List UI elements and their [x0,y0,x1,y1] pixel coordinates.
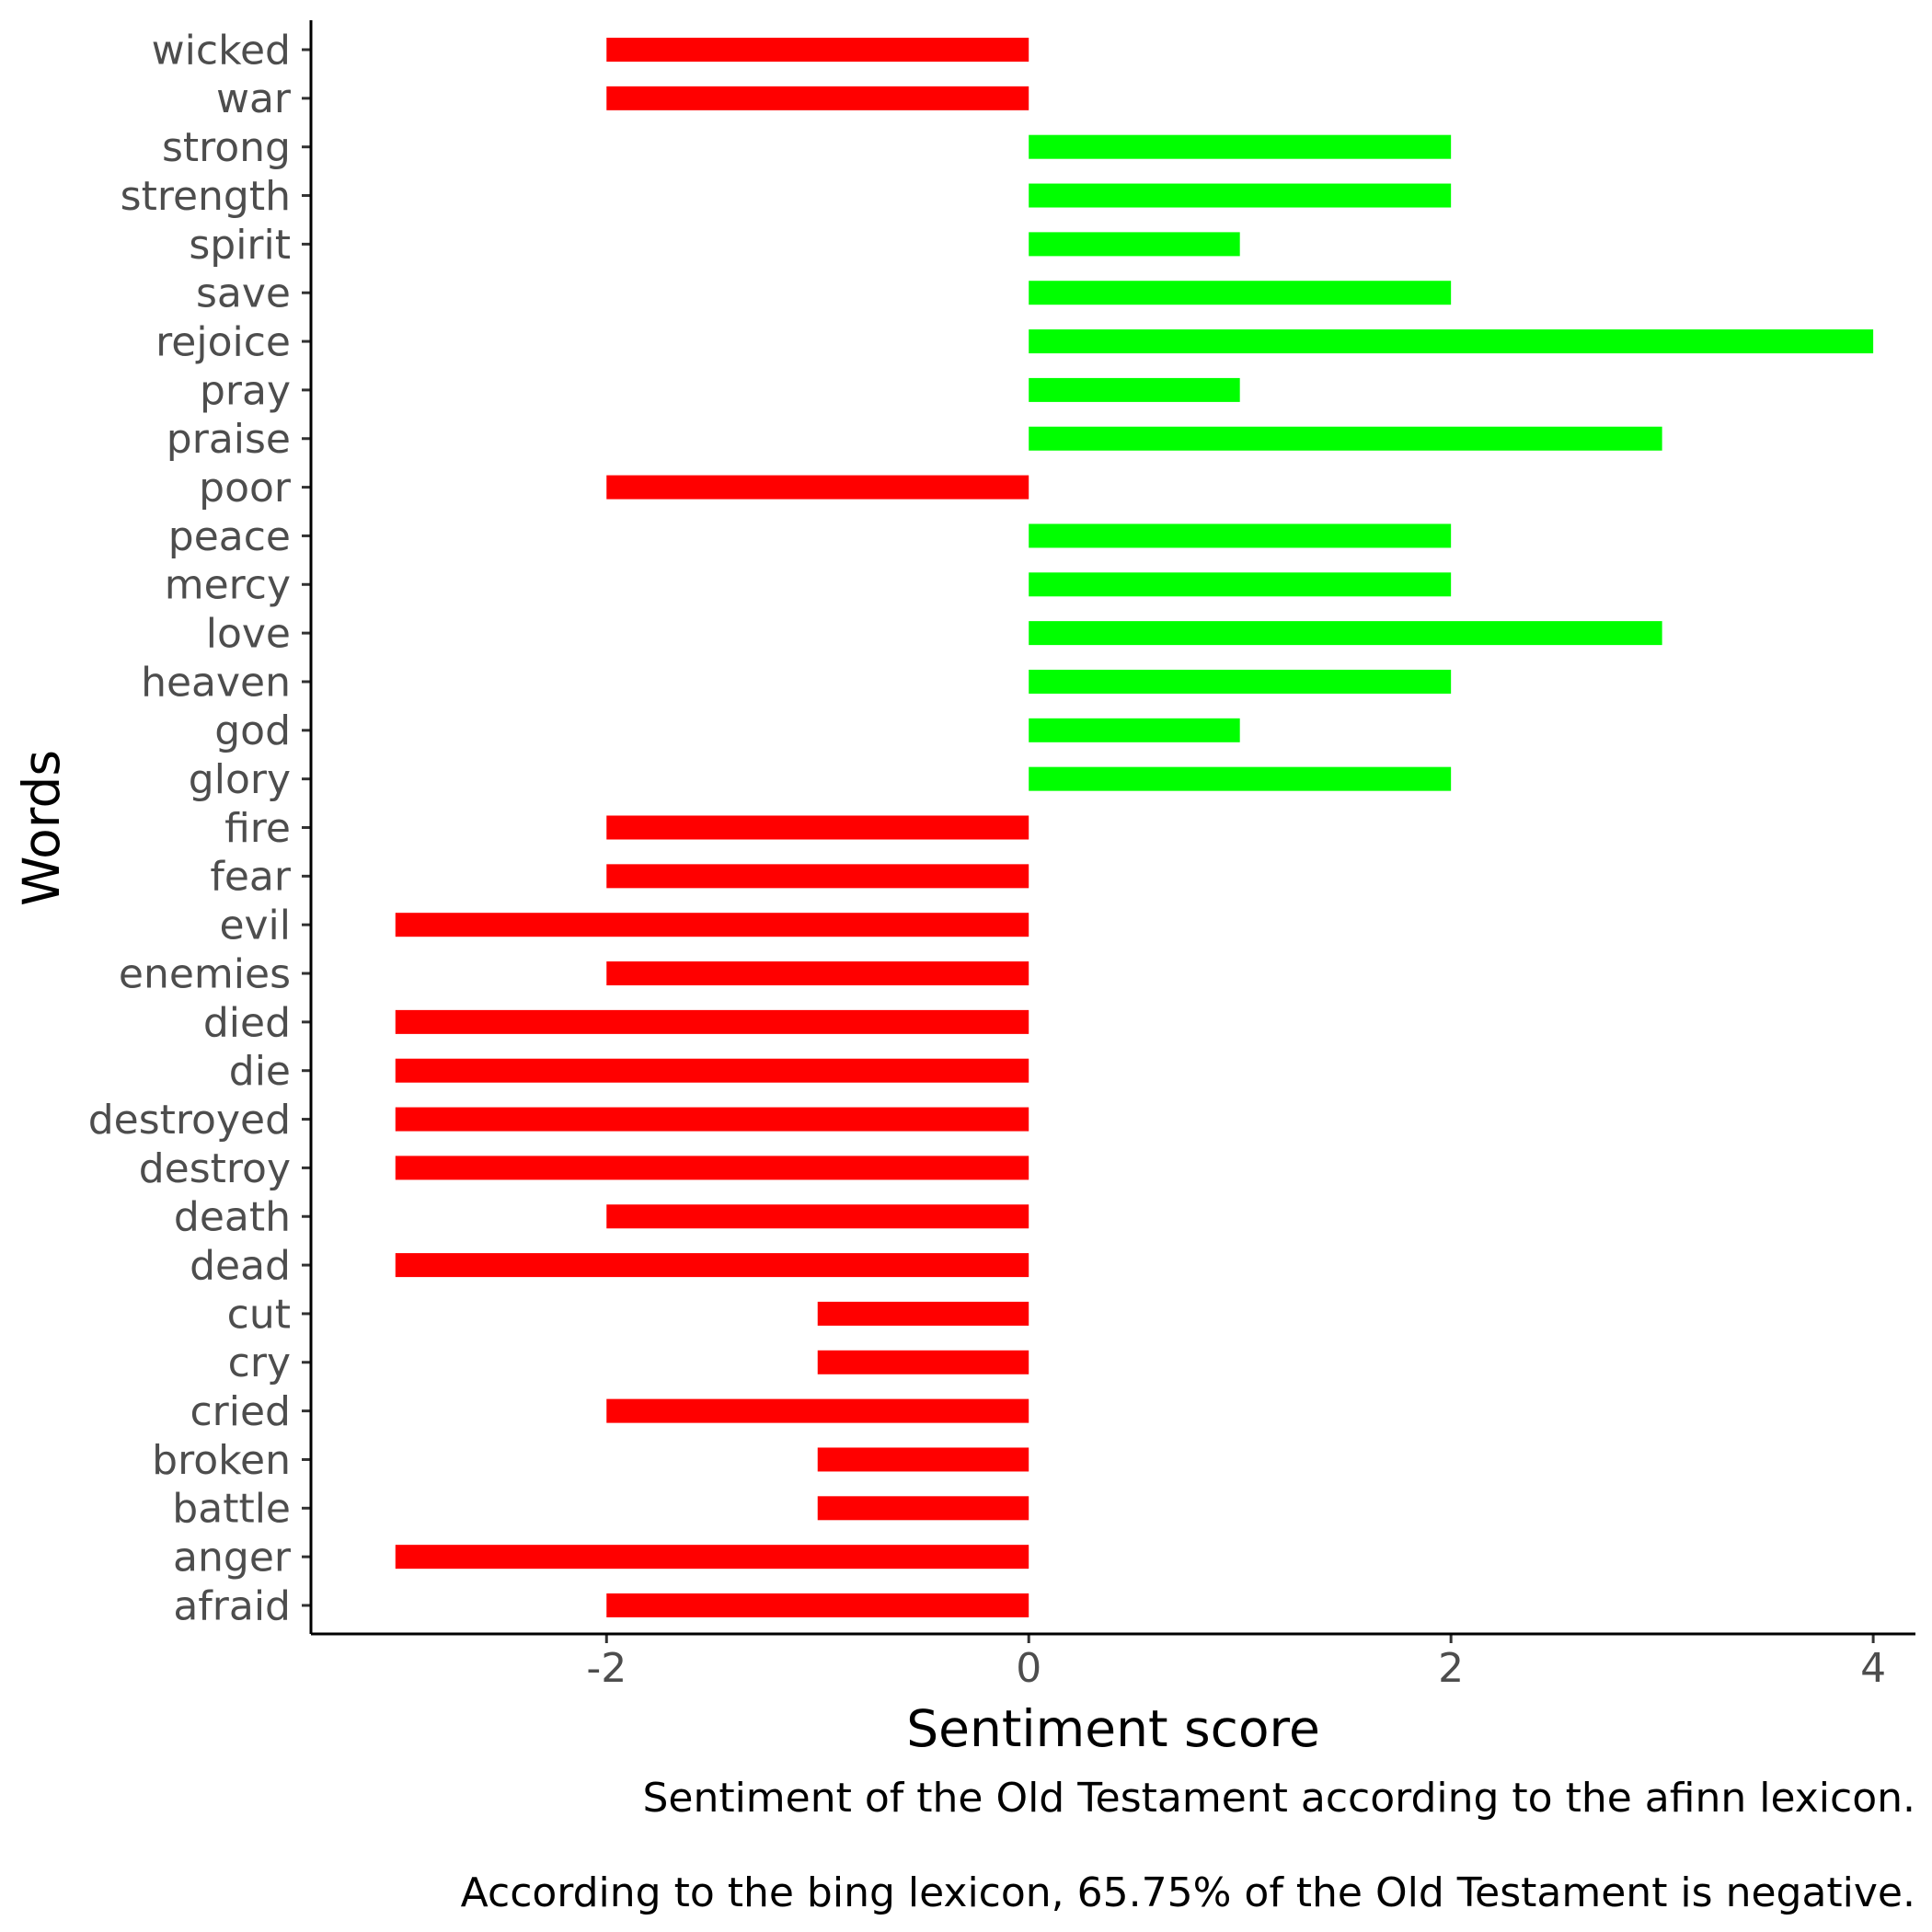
bar-god [1029,718,1240,742]
y-tick-label-peace: peace [168,513,291,560]
x-tick-labels: -2 0 2 4 [586,1645,1886,1692]
y-tick-label-save: save [196,270,291,317]
bar-fear [606,864,1029,889]
bar-battle [817,1496,1029,1521]
bar-strength [1029,183,1452,208]
bar-cried [606,1398,1029,1423]
y-tick-label-cry: cry [228,1340,291,1386]
bar-death [606,1204,1029,1229]
bar-pray [1029,377,1240,402]
bar-dead [395,1253,1029,1278]
bar-fire [606,815,1029,840]
y-tick-label-glory: glory [189,756,291,803]
bar-evil [395,913,1029,937]
bar-praise [1029,426,1662,451]
bar-war [606,86,1029,110]
y-tick-label-destroy: destroy [139,1145,291,1192]
y-tick-label-anger: anger [173,1535,292,1581]
y-tick-label-poor: poor [199,465,292,512]
bar-mercy [1029,572,1452,597]
y-tick-label-death: death [174,1194,291,1241]
bar-broken [817,1447,1029,1472]
y-axis-title: Words [12,750,71,906]
bar-strong [1029,134,1452,159]
bar-rejoice [1029,329,1874,354]
y-tick-label-cut: cut [227,1291,291,1338]
bar-afraid [606,1593,1029,1617]
y-tick-label-fear: fear [210,854,292,901]
y-tick-label-dead: dead [190,1242,291,1289]
bar-peace [1029,523,1452,548]
bar-save [1029,281,1452,305]
y-tick-label-afraid: afraid [173,1582,291,1629]
y-tick-label-destroyed: destroyed [88,1097,291,1144]
bar-anger [395,1545,1029,1570]
y-tick-label-spirit: spirit [189,222,291,269]
y-tick-labels: wickedwarstrongstrengthspiritsaverejoice… [88,27,292,1629]
bar-cut [817,1301,1029,1326]
bar-love [1029,621,1662,646]
bar-glory [1029,766,1452,791]
bar-wicked [606,38,1029,62]
bar-cry [817,1350,1029,1374]
y-tick-label-heaven: heaven [141,659,291,706]
x-tick-label-4: 4 [1860,1645,1886,1692]
bar-enemies [606,961,1029,986]
y-tick-label-love: love [206,611,291,658]
bar-destroyed [395,1107,1029,1132]
bar-heaven [1029,669,1452,694]
bar-poor [606,475,1029,500]
x-tick-marks [604,1634,1875,1643]
x-tick-label--2: -2 [586,1645,627,1692]
y-tick-label-strength: strength [121,173,291,220]
y-tick-label-enemies: enemies [119,950,291,997]
y-tick-label-pray: pray [200,367,291,414]
y-tick-label-evil: evil [219,903,291,949]
bar-spirit [1029,232,1240,257]
y-tick-label-died: died [203,999,291,1046]
bar-destroy [395,1156,1029,1180]
y-tick-label-broken: broken [152,1437,291,1484]
y-tick-label-god: god [214,707,291,754]
y-tick-label-fire: fire [224,805,291,852]
bars-layer [395,38,1874,1617]
x-axis-title: Sentiment score [906,1699,1320,1758]
bar-die [395,1058,1029,1083]
y-tick-label-praise: praise [167,416,291,463]
y-tick-label-war: war [216,75,292,122]
y-tick-label-mercy: mercy [165,562,291,609]
y-tick-label-die: die [229,1048,291,1095]
caption-line-1: Sentiment of the Old Testament according… [642,1775,1915,1822]
caption-line-2: According to the bing lexicon, 65.75% of… [461,1869,1915,1916]
bar-died [395,1009,1029,1034]
y-tick-label-strong: strong [162,124,291,171]
y-tick-label-wicked: wicked [152,27,291,74]
y-tick-marks [302,48,311,1607]
x-tick-label-0: 0 [1016,1645,1041,1692]
x-tick-label-2: 2 [1438,1645,1464,1692]
y-tick-label-cried: cried [190,1388,291,1435]
y-tick-label-battle: battle [172,1486,291,1533]
y-tick-label-rejoice: rejoice [155,318,291,365]
